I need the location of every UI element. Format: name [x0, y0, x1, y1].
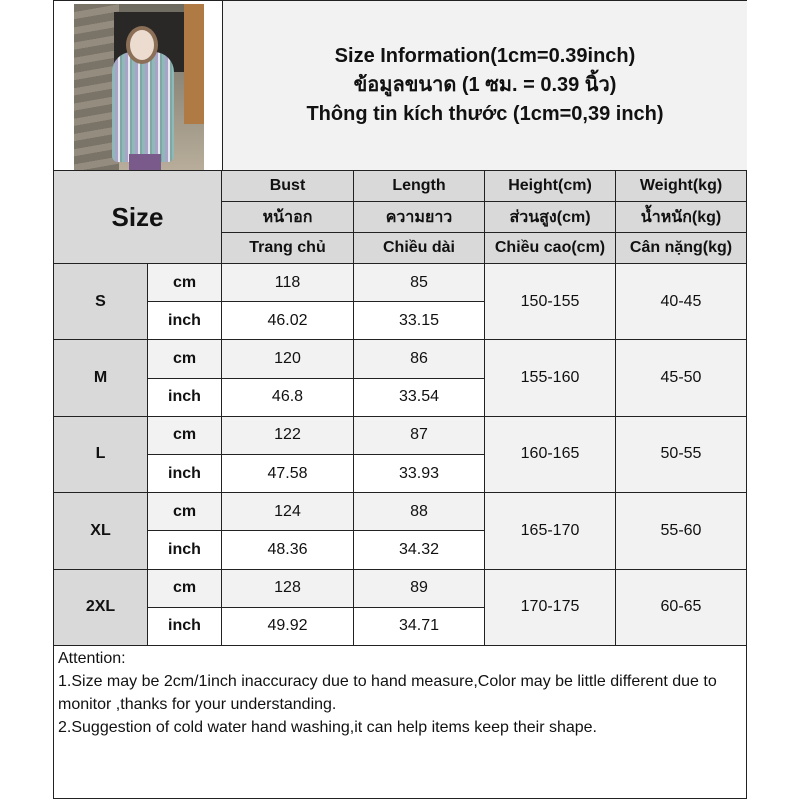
column-header: ความยาว — [353, 201, 485, 233]
unit-label: cm — [147, 339, 222, 379]
height-value: 155-160 — [484, 339, 616, 417]
weight-value: 60-65 — [615, 568, 747, 646]
attention-heading: Attention: — [58, 650, 126, 667]
bust-value: 48.36 — [221, 530, 354, 570]
attention-line-1: 1.Size may be 2cm/1inch inaccuracy due t… — [58, 673, 717, 713]
unit-label: inch — [147, 530, 222, 570]
size-label: M — [53, 339, 148, 417]
title-vietnamese: Thông tin kích thước (1cm=0,39 inch) — [306, 103, 664, 125]
unit-label: inch — [147, 454, 222, 494]
bust-value: 46.02 — [221, 301, 354, 341]
unit-label: inch — [147, 301, 222, 341]
size-header: Size — [53, 170, 222, 264]
column-header: ส่วนสูง(cm) — [484, 201, 616, 233]
unit-label: inch — [147, 606, 222, 646]
column-header: หน้าอก — [221, 201, 354, 233]
size-chart: Size Information(1cm=0.39inch) ข้อมูลขนา… — [53, 0, 747, 799]
unit-label: cm — [147, 263, 222, 303]
bust-value: 47.58 — [221, 454, 354, 494]
title-english: Size Information(1cm=0.39inch) — [334, 45, 636, 67]
unit-label: cm — [147, 492, 222, 532]
size-label: XL — [53, 492, 148, 570]
column-header: Length — [353, 170, 485, 202]
product-photo — [74, 4, 204, 170]
unit-label: inch — [147, 377, 222, 417]
bust-value: 49.92 — [221, 606, 354, 646]
length-value: 34.71 — [353, 606, 485, 646]
bust-value: 124 — [221, 492, 354, 532]
column-header: Chiều cao(cm) — [484, 232, 616, 264]
title-thai: ข้อมูลขนาด (1 ซม. = 0.39 นิ้ว) — [353, 74, 617, 96]
length-value: 33.93 — [353, 454, 485, 494]
length-value: 85 — [353, 263, 485, 303]
bust-value: 122 — [221, 415, 354, 455]
length-value: 89 — [353, 568, 485, 608]
column-header: Weight(kg) — [615, 170, 747, 202]
attention-notes: Attention: 1.Size may be 2cm/1inch inacc… — [54, 644, 745, 742]
length-value: 88 — [353, 492, 485, 532]
length-value: 34.32 — [353, 530, 485, 570]
bust-value: 128 — [221, 568, 354, 608]
column-header: Chiều dài — [353, 232, 485, 264]
length-value: 33.15 — [353, 301, 485, 341]
weight-value: 50-55 — [615, 415, 747, 494]
bust-value: 46.8 — [221, 377, 354, 417]
height-value: 165-170 — [484, 492, 616, 570]
size-label: S — [53, 263, 148, 341]
height-value: 150-155 — [484, 263, 616, 341]
unit-label: cm — [147, 568, 222, 608]
weight-value: 45-50 — [615, 339, 747, 417]
weight-value: 55-60 — [615, 492, 747, 570]
size-information-title: Size Information(1cm=0.39inch) ข้อมูลขนา… — [222, 1, 747, 171]
weight-value: 40-45 — [615, 263, 747, 341]
length-value: 87 — [353, 415, 485, 455]
unit-label: cm — [147, 415, 222, 455]
height-value: 160-165 — [484, 415, 616, 494]
bust-value: 120 — [221, 339, 354, 379]
attention-line-2: 2.Suggestion of cold water hand washing,… — [58, 719, 597, 736]
length-value: 33.54 — [353, 377, 485, 417]
column-header: น้ำหนัก(kg) — [615, 201, 747, 233]
height-value: 170-175 — [484, 568, 616, 646]
length-value: 86 — [353, 339, 485, 379]
column-header: Bust — [221, 170, 354, 202]
size-label: L — [53, 415, 148, 494]
size-label: 2XL — [53, 568, 148, 646]
bust-value: 118 — [221, 263, 354, 303]
column-header: Cân nặng(kg) — [615, 232, 747, 264]
column-header: Trang chủ — [221, 232, 354, 264]
column-header: Height(cm) — [484, 170, 616, 202]
